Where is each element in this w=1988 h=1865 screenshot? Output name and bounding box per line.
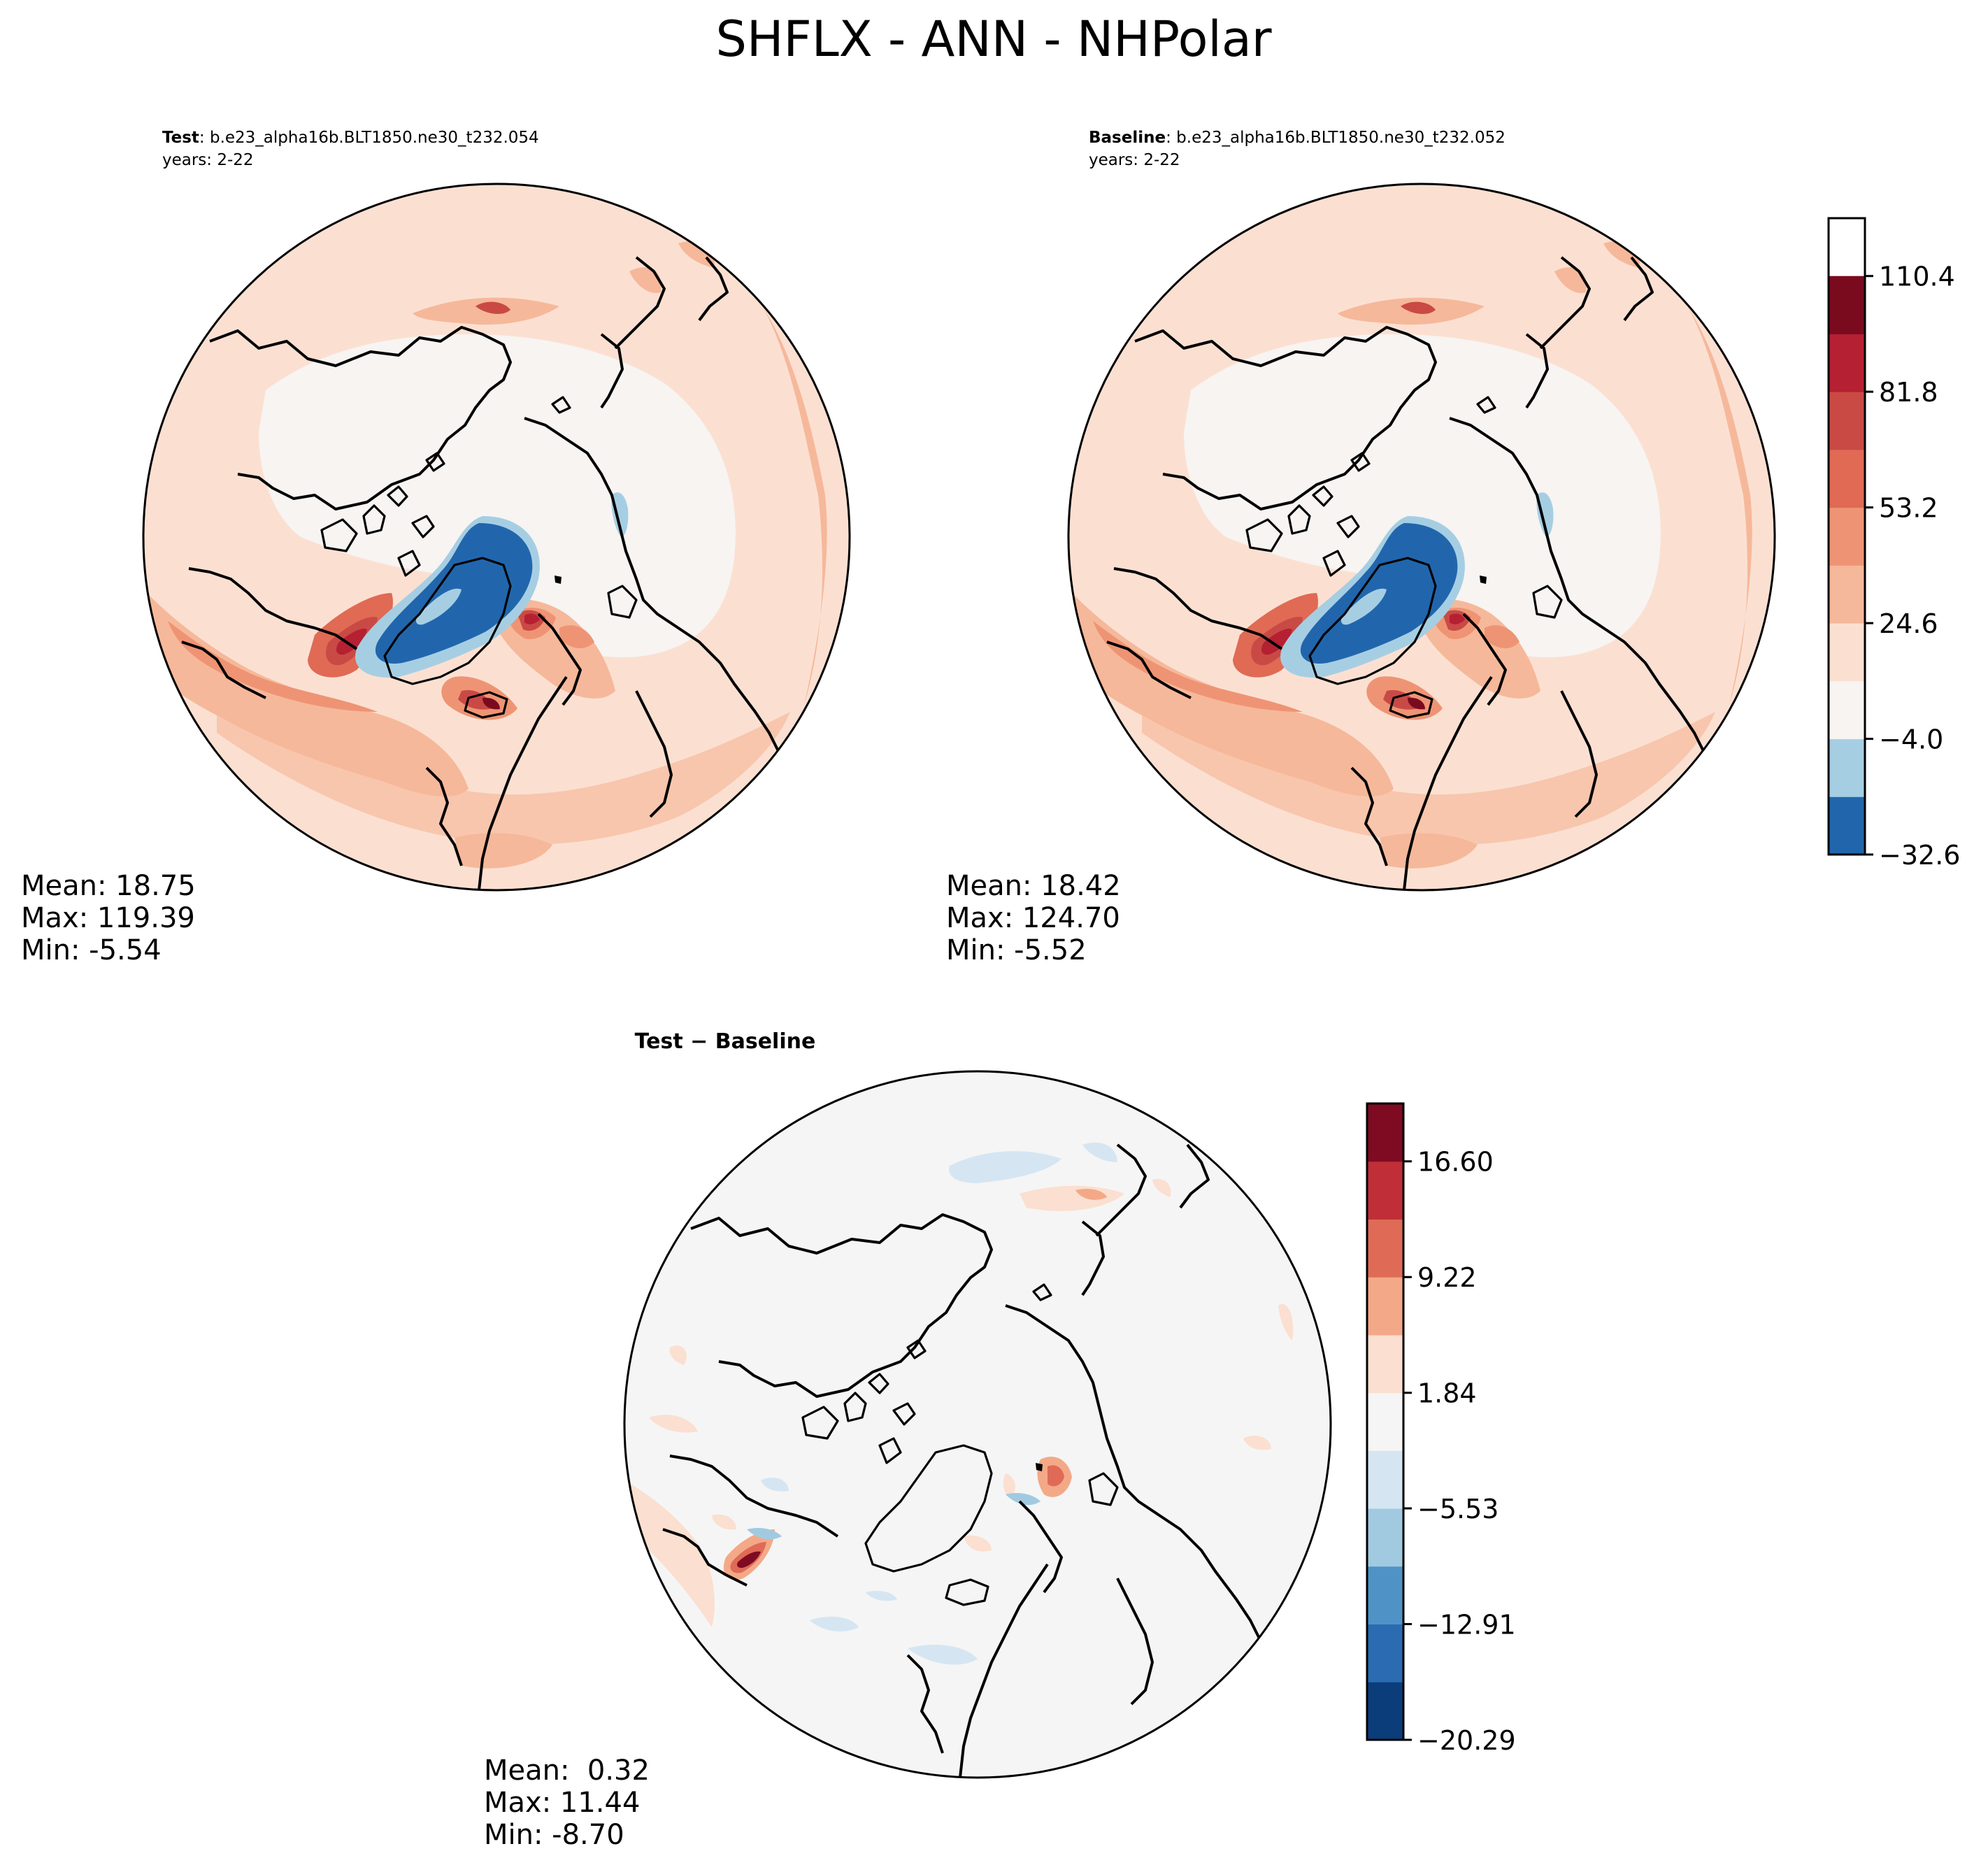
difference-colorbar-frame xyxy=(1366,1102,1405,1741)
difference-colorbar-segment xyxy=(1367,1334,1403,1394)
test-header-label: Test xyxy=(162,129,199,147)
difference-panel: Test − Baseline Mean: 0.32 Max: 11.44 Mi… xyxy=(484,1029,1516,1851)
main-colorbar: 110.4 81.8 53.2 24.6 −4.0 −32.6 xyxy=(1827,217,1960,871)
main-colorbar-segment xyxy=(1829,565,1865,624)
main-colorbar-segment xyxy=(1829,507,1865,566)
svg-text:Baseline: b.e23_alpha16b.BLT18: Baseline: b.e23_alpha16b.BLT1850.ne30_t2… xyxy=(1089,129,1506,147)
difference-colorbar-tick-label: 16.60 xyxy=(1417,1147,1494,1178)
difference-colorbar-tick-label: 9.22 xyxy=(1417,1262,1477,1293)
difference-min-stat: Min: -8.70 xyxy=(484,1819,624,1851)
difference-polar-map xyxy=(624,1071,1331,1778)
baseline-polar-map xyxy=(1068,184,1775,890)
main-colorbar-segment xyxy=(1829,623,1865,682)
baseline-years: years: 2-22 xyxy=(1089,151,1180,169)
main-colorbar-frame xyxy=(1827,217,1866,856)
main-colorbar-segment xyxy=(1829,449,1865,508)
main-colorbar-tick-label: 81.8 xyxy=(1879,377,1938,408)
difference-colorbar-tick-label: −20.29 xyxy=(1417,1725,1516,1756)
baseline-max-stat: Max: 124.70 xyxy=(946,902,1120,934)
baseline-map-boundary xyxy=(1067,183,1776,892)
main-colorbar-segment xyxy=(1829,680,1865,740)
baseline-min-stat: Min: -5.52 xyxy=(946,934,1087,966)
svg-text:Test: b.e23_alpha16b.BLT1850.n: Test: b.e23_alpha16b.BLT1850.ne30_t232.0… xyxy=(162,129,539,147)
main-colorbar-tick-label: 24.6 xyxy=(1879,608,1938,639)
difference-map-boundary xyxy=(623,1070,1332,1779)
difference-colorbar-tick-label: 1.84 xyxy=(1417,1378,1477,1409)
difference-colorbar-segment xyxy=(1367,1508,1403,1567)
main-colorbar-segment xyxy=(1829,334,1865,392)
difference-colorbar-segment xyxy=(1367,1219,1403,1278)
main-colorbar-tick-label: −4.0 xyxy=(1879,724,1943,755)
main-colorbar-segment xyxy=(1829,796,1865,855)
main-colorbar-tick-label: −32.6 xyxy=(1879,840,1960,871)
difference-colorbar-segment xyxy=(1367,1450,1403,1509)
test-max-stat: Max: 119.39 xyxy=(21,902,195,934)
difference-mean-stat: Mean: 0.32 xyxy=(484,1755,650,1787)
difference-colorbar-segment xyxy=(1367,1161,1403,1220)
difference-colorbar: 16.60 9.22 1.84 −5.53 −12.91 −20.29 xyxy=(1366,1102,1516,1756)
difference-colorbar-segment xyxy=(1367,1392,1403,1451)
baseline-case-name: : b.e23_alpha16b.BLT1850.ne30_t232.052 xyxy=(1166,129,1506,147)
difference-colorbar-segment xyxy=(1367,1624,1403,1682)
test-case-name: : b.e23_alpha16b.BLT1850.ne30_t232.054 xyxy=(199,129,539,147)
main-colorbar-tick-label: 110.4 xyxy=(1879,262,1955,292)
test-polar-map xyxy=(143,184,850,890)
test-panel: Test: b.e23_alpha16b.BLT1850.ne30_t232.0… xyxy=(21,129,851,966)
baseline-mean-stat: Mean: 18.42 xyxy=(946,870,1121,902)
difference-colorbar-segment xyxy=(1367,1103,1403,1162)
difference-colorbar-segment xyxy=(1367,1277,1403,1336)
main-colorbar-segment xyxy=(1829,276,1865,334)
difference-max-stat: Max: 11.44 xyxy=(484,1787,640,1819)
difference-header-label: Test − Baseline xyxy=(635,1029,816,1054)
difference-colorbar-segment xyxy=(1367,1566,1403,1625)
test-map-boundary xyxy=(142,183,851,892)
difference-colorbar-segment xyxy=(1367,1682,1403,1741)
main-colorbar-segment xyxy=(1829,738,1865,797)
figure-title: SHFLX - ANN - NHPolar xyxy=(715,10,1271,68)
difference-colorbar-tick-label: −12.91 xyxy=(1417,1610,1516,1641)
test-mean-stat: Mean: 18.75 xyxy=(21,870,196,902)
main-colorbar-segment xyxy=(1829,392,1865,450)
baseline-header-label: Baseline xyxy=(1089,129,1166,147)
baseline-panel: Baseline: b.e23_alpha16b.BLT1850.ne30_t2… xyxy=(946,129,1960,966)
main-colorbar-tick-label: 53.2 xyxy=(1879,493,1938,524)
test-min-stat: Min: -5.54 xyxy=(21,934,162,966)
difference-colorbar-tick-label: −5.53 xyxy=(1417,1494,1499,1524)
test-years: years: 2-22 xyxy=(162,151,254,169)
